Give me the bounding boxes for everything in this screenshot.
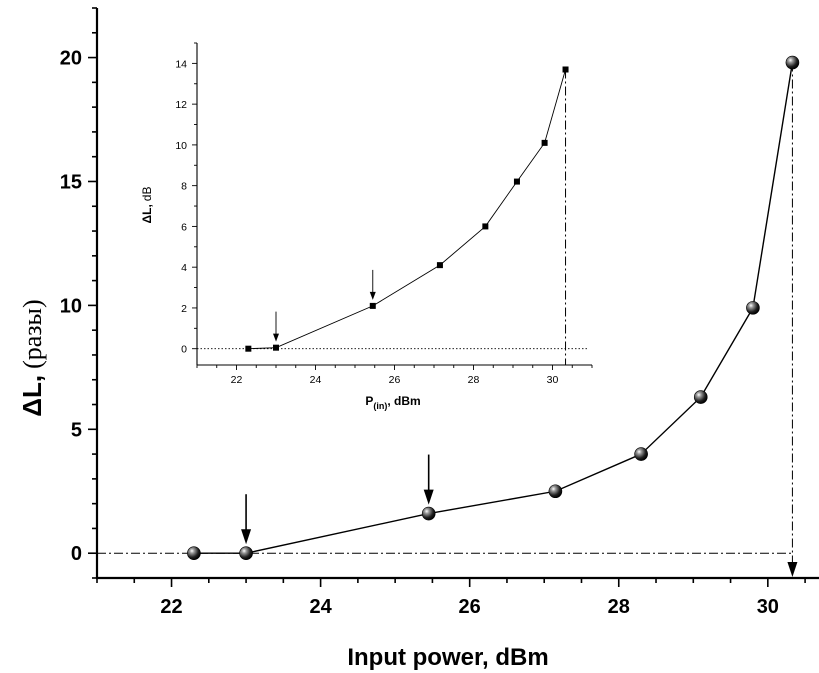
inset-y-tick-label: 8: [181, 181, 187, 193]
main-y-axis-label: ΔL, (разы): [17, 299, 47, 416]
main-y-tick-label: 0: [71, 543, 82, 565]
inset-series-line: [248, 69, 566, 350]
inset-data-point: [369, 302, 376, 309]
main-series-line: [193, 62, 794, 554]
main-y-axis-symbol: ΔL,: [17, 375, 47, 417]
main-x-ticks: 22 24 26 28 30: [96, 578, 806, 618]
inset-reference-lines: [197, 69, 587, 365]
main-data-point: [421, 506, 436, 521]
inset-data-point: [245, 345, 252, 352]
inset-x-tick-label: 22: [231, 374, 243, 386]
inset-data-point: [436, 262, 443, 269]
inset-series: [245, 66, 569, 352]
main-reference-lines: [97, 62, 798, 577]
inset-x-ticks: 22 24 26 28 30: [196, 365, 593, 386]
inset-y-tick-label: 0: [181, 344, 187, 356]
main-data-point: [693, 390, 708, 404]
inset-y-tick-label: 12: [175, 99, 187, 111]
main-y-axis-unit: (разы): [18, 299, 47, 369]
inset-x-tick-label: 30: [547, 374, 559, 386]
main-x-tick-label: 22: [160, 596, 182, 618]
main-y-tick-label: 5: [71, 419, 82, 441]
inset-y-tick-label: 2: [181, 303, 187, 315]
inset-y-ticks: 0 2 4 6 8 10 12 14: [175, 42, 197, 356]
main-x-tick-label: 28: [608, 596, 630, 618]
inset-data-point: [273, 344, 279, 351]
inset-x-tick-label: 24: [310, 374, 322, 386]
main-data-point: [239, 546, 253, 561]
main-data-point: [548, 484, 563, 499]
inset-data-point: [513, 178, 520, 185]
inset-x-tick-label: 28: [468, 374, 480, 386]
inset-x-axis-label: P(in), dBm: [365, 394, 420, 411]
inset-x-axis-unit: , dBm: [387, 394, 420, 408]
main-data-point: [785, 55, 800, 70]
inset-arrow-head: [369, 291, 376, 300]
inset-y-axis-unit: dB: [140, 187, 154, 202]
main-arrows: [241, 454, 434, 545]
inset-y-tick-label: 6: [181, 221, 187, 233]
main-data-point: [746, 301, 760, 315]
main-x-axis-label: Input power, dBm: [347, 644, 548, 671]
inset-data-point: [482, 223, 489, 230]
inset-arrows: [273, 269, 376, 342]
main-reference-arrowhead: [787, 562, 798, 577]
main-axes: [95, 8, 819, 580]
inset-y-axis-symbol: ΔL,: [140, 204, 154, 223]
inset-x-axis-symbol: P: [365, 394, 373, 408]
inset-data-point: [541, 139, 548, 146]
main-data-point: [634, 447, 648, 461]
main-y-ticks: 0 5 10 15 20: [60, 7, 97, 579]
main-x-tick-label: 24: [309, 596, 332, 618]
main-arrow-head: [423, 489, 434, 505]
inset-y-axis-label: ΔL, dB: [140, 187, 154, 224]
inset-x-axis-subscript: (in): [373, 401, 387, 411]
main-x-tick-label: 26: [459, 596, 481, 618]
inset-y-tick-label: 14: [175, 58, 187, 70]
main-data-point: [187, 546, 201, 561]
inset-y-tick-label: 4: [181, 262, 187, 274]
main-series: [187, 55, 800, 561]
main-arrow-head: [241, 529, 252, 545]
inset-arrow-head: [273, 333, 279, 342]
inset-x-tick-label: 26: [389, 374, 401, 386]
main-y-tick-label: 20: [60, 48, 82, 70]
inset-data-point: [562, 66, 569, 73]
inset-axes: [196, 43, 592, 366]
main-y-tick-label: 15: [60, 171, 82, 193]
inset-y-tick-label: 10: [175, 140, 187, 152]
main-y-tick-label: 10: [60, 295, 82, 317]
main-x-tick-label: 30: [757, 596, 779, 618]
